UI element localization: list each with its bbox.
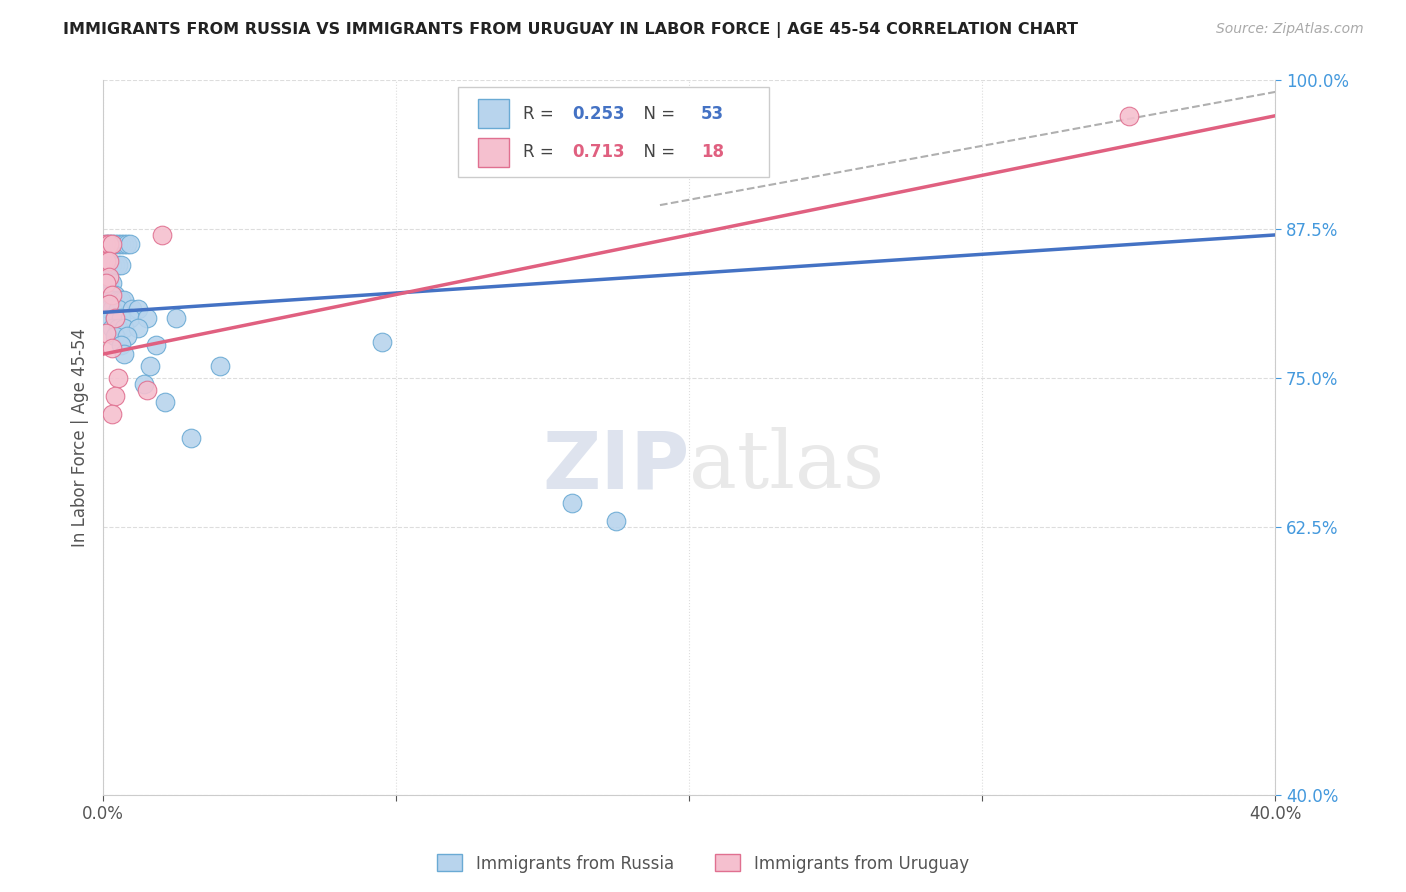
Point bbox=[561, 496, 583, 510]
Point bbox=[101, 293, 124, 308]
Text: N =: N = bbox=[633, 144, 681, 161]
Point bbox=[104, 329, 127, 343]
Point bbox=[1118, 109, 1140, 123]
Text: atlas: atlas bbox=[689, 427, 884, 505]
Point bbox=[136, 311, 159, 326]
Bar bbox=[478, 138, 509, 167]
Point bbox=[94, 326, 117, 340]
Point bbox=[107, 321, 129, 335]
Point bbox=[107, 301, 129, 316]
Text: 0.253: 0.253 bbox=[572, 104, 624, 123]
Point bbox=[136, 383, 159, 397]
Point bbox=[370, 335, 392, 350]
Point bbox=[98, 287, 121, 301]
Point bbox=[110, 293, 132, 308]
Point bbox=[94, 258, 117, 272]
Point bbox=[110, 258, 132, 272]
Point bbox=[127, 301, 149, 316]
Text: N =: N = bbox=[633, 104, 681, 123]
Point bbox=[110, 311, 132, 326]
Point bbox=[98, 254, 121, 268]
Point bbox=[98, 237, 121, 252]
Point bbox=[107, 237, 129, 252]
Point bbox=[101, 407, 124, 421]
Point bbox=[104, 389, 127, 403]
Point bbox=[112, 237, 135, 252]
Text: R =: R = bbox=[523, 104, 558, 123]
Point bbox=[98, 237, 121, 252]
Point bbox=[110, 337, 132, 351]
Point bbox=[115, 237, 138, 252]
Point bbox=[165, 311, 187, 326]
FancyBboxPatch shape bbox=[458, 87, 769, 177]
Point bbox=[112, 293, 135, 308]
Point bbox=[104, 287, 127, 301]
Point bbox=[94, 276, 117, 290]
Point bbox=[98, 297, 121, 311]
Point bbox=[101, 276, 124, 290]
Point bbox=[101, 321, 124, 335]
Point bbox=[98, 311, 121, 326]
Point bbox=[101, 301, 124, 316]
Point bbox=[134, 376, 156, 391]
Point bbox=[118, 237, 141, 252]
Point bbox=[107, 258, 129, 272]
Point bbox=[98, 269, 121, 284]
Text: R =: R = bbox=[523, 144, 558, 161]
Point bbox=[101, 287, 124, 301]
Point bbox=[104, 311, 127, 326]
Point bbox=[107, 293, 129, 308]
Point bbox=[121, 301, 143, 316]
Point bbox=[107, 371, 129, 385]
Point bbox=[101, 258, 124, 272]
Point bbox=[98, 276, 121, 290]
Point bbox=[115, 329, 138, 343]
Point bbox=[153, 394, 176, 409]
Point bbox=[101, 237, 124, 252]
Point bbox=[101, 237, 124, 252]
Bar bbox=[478, 99, 509, 128]
Point bbox=[94, 276, 117, 290]
Point bbox=[94, 237, 117, 252]
Text: ZIP: ZIP bbox=[543, 427, 689, 505]
Text: Source: ZipAtlas.com: Source: ZipAtlas.com bbox=[1216, 22, 1364, 37]
Text: IMMIGRANTS FROM RUSSIA VS IMMIGRANTS FROM URUGUAY IN LABOR FORCE | AGE 45-54 COR: IMMIGRANTS FROM RUSSIA VS IMMIGRANTS FRO… bbox=[63, 22, 1078, 38]
Point bbox=[180, 430, 202, 444]
Point bbox=[605, 514, 627, 528]
Text: 53: 53 bbox=[702, 104, 724, 123]
Point bbox=[104, 258, 127, 272]
Point bbox=[94, 254, 117, 268]
Y-axis label: In Labor Force | Age 45-54: In Labor Force | Age 45-54 bbox=[72, 328, 89, 547]
Point bbox=[94, 237, 117, 252]
Text: 18: 18 bbox=[702, 144, 724, 161]
Point bbox=[112, 321, 135, 335]
Point bbox=[101, 287, 124, 301]
Point bbox=[209, 359, 232, 373]
Point bbox=[145, 337, 167, 351]
Point bbox=[150, 227, 173, 242]
Point bbox=[127, 321, 149, 335]
Point bbox=[101, 341, 124, 355]
Point bbox=[104, 311, 127, 326]
Text: 0.713: 0.713 bbox=[572, 144, 624, 161]
Point bbox=[112, 347, 135, 361]
Point bbox=[110, 237, 132, 252]
Point bbox=[98, 258, 121, 272]
Point bbox=[98, 301, 121, 316]
Legend: Immigrants from Russia, Immigrants from Uruguay: Immigrants from Russia, Immigrants from … bbox=[430, 847, 976, 880]
Point bbox=[139, 359, 162, 373]
Point bbox=[118, 311, 141, 326]
Point bbox=[104, 237, 127, 252]
